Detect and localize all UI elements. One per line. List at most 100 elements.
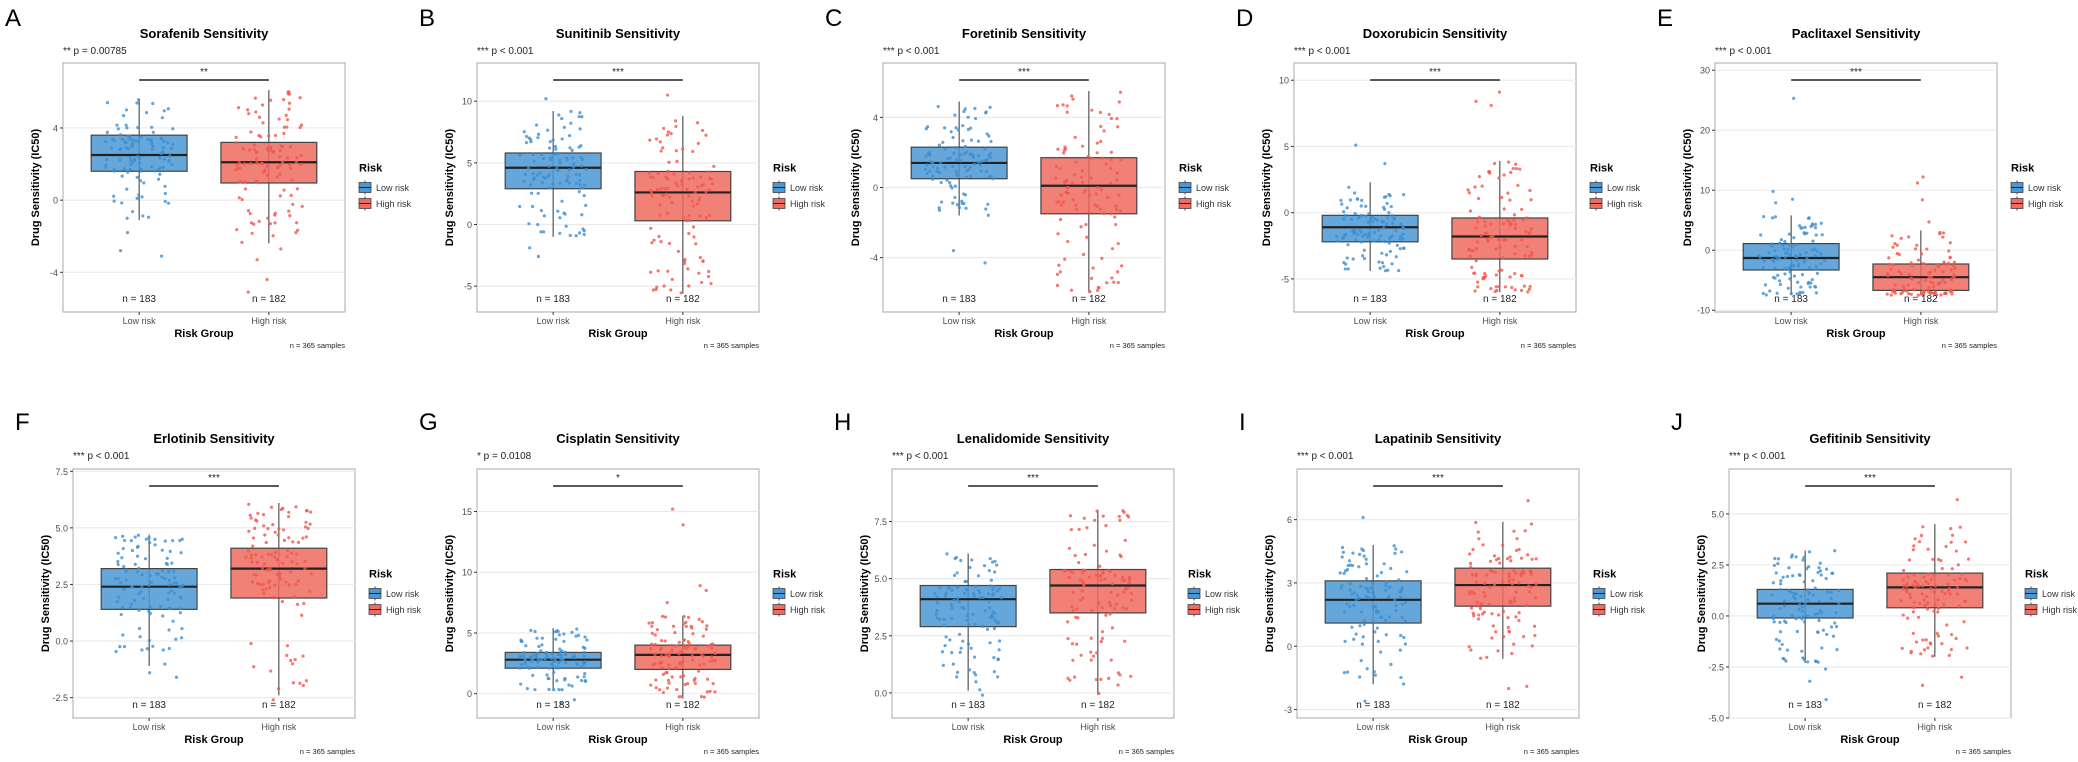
data-point xyxy=(304,535,309,539)
data-point xyxy=(1340,202,1344,206)
data-point xyxy=(677,652,681,656)
data-point xyxy=(1806,660,1810,664)
data-point xyxy=(567,683,571,687)
data-point xyxy=(123,140,127,144)
data-point xyxy=(690,199,694,203)
data-point xyxy=(986,592,991,596)
data-point xyxy=(1912,573,1916,577)
data-point xyxy=(953,556,957,561)
data-point xyxy=(263,533,267,537)
data-point xyxy=(1497,285,1501,289)
data-point xyxy=(1089,276,1094,280)
y-tick-label: 0 xyxy=(1705,246,1710,256)
data-point xyxy=(647,171,651,175)
data-point xyxy=(580,665,584,669)
data-point xyxy=(149,137,154,142)
data-point xyxy=(129,162,133,167)
data-point xyxy=(290,560,294,564)
data-point xyxy=(691,225,696,229)
data-point xyxy=(1361,234,1365,238)
data-point xyxy=(1099,578,1103,582)
data-point xyxy=(144,537,148,541)
data-point xyxy=(1116,125,1120,129)
outlier-point xyxy=(174,675,179,679)
data-point xyxy=(1470,265,1474,269)
data-point xyxy=(557,633,561,637)
data-point xyxy=(1079,225,1083,229)
data-point xyxy=(992,655,996,660)
data-point xyxy=(149,580,153,584)
data-point xyxy=(1343,213,1348,217)
outlier-point xyxy=(1824,698,1828,702)
data-point xyxy=(970,558,974,562)
data-point xyxy=(1342,210,1346,214)
data-point xyxy=(992,669,996,674)
data-point xyxy=(1794,592,1798,596)
data-point xyxy=(547,677,551,681)
data-point xyxy=(114,649,118,654)
data-point xyxy=(1479,656,1483,660)
data-point xyxy=(712,164,716,168)
data-point xyxy=(557,660,561,665)
data-point xyxy=(253,526,257,530)
data-point xyxy=(670,200,674,205)
data-point xyxy=(300,613,304,617)
data-point xyxy=(273,530,277,534)
data-point xyxy=(566,175,570,179)
data-point xyxy=(675,687,679,692)
data-point xyxy=(562,632,566,636)
data-point xyxy=(1355,594,1359,598)
data-point xyxy=(649,647,653,651)
p-value-label: *** p < 0.001 xyxy=(1729,451,1786,462)
data-point xyxy=(1340,545,1345,550)
data-point xyxy=(1941,270,1945,274)
data-point xyxy=(976,160,980,164)
data-point xyxy=(1500,268,1504,272)
data-point xyxy=(118,147,122,152)
y-tick-label: 7.5 xyxy=(55,467,68,477)
data-point xyxy=(1061,200,1065,204)
data-point xyxy=(687,177,691,181)
data-point xyxy=(1507,160,1511,164)
samples-note: n = 365 samples xyxy=(704,747,759,756)
p-value-label: *** p < 0.001 xyxy=(477,46,534,57)
data-point xyxy=(271,234,275,238)
data-point xyxy=(1099,139,1103,144)
data-point xyxy=(555,166,559,170)
data-point xyxy=(1089,156,1094,160)
data-point xyxy=(1941,231,1946,235)
data-point xyxy=(1076,616,1080,620)
data-point xyxy=(539,209,544,213)
data-point xyxy=(659,638,664,643)
data-point xyxy=(1108,181,1113,185)
data-point xyxy=(1075,207,1079,211)
data-point xyxy=(1087,575,1092,579)
data-point xyxy=(1348,604,1352,609)
data-point xyxy=(273,133,278,138)
data-point xyxy=(1790,262,1794,266)
legend-title: Risk xyxy=(773,163,797,175)
data-point xyxy=(1798,602,1802,607)
data-point xyxy=(523,659,528,663)
data-point xyxy=(1783,604,1787,608)
data-point xyxy=(1399,633,1403,638)
legend-label: High risk xyxy=(376,199,412,209)
outlier-point xyxy=(1920,683,1925,687)
data-point xyxy=(303,525,308,529)
samples-note: n = 365 samples xyxy=(290,341,345,350)
data-point xyxy=(178,538,182,543)
data-point xyxy=(1485,573,1489,577)
data-point xyxy=(1806,614,1810,618)
data-point xyxy=(572,162,576,166)
data-point xyxy=(1783,266,1787,271)
data-point xyxy=(1338,571,1342,575)
data-point xyxy=(261,121,265,125)
data-point xyxy=(1073,553,1077,558)
data-point xyxy=(159,166,163,170)
panel-letter: H xyxy=(834,409,851,436)
data-point xyxy=(1102,129,1106,133)
data-point xyxy=(1778,241,1782,245)
data-point xyxy=(1784,659,1788,663)
data-point xyxy=(1789,590,1793,594)
